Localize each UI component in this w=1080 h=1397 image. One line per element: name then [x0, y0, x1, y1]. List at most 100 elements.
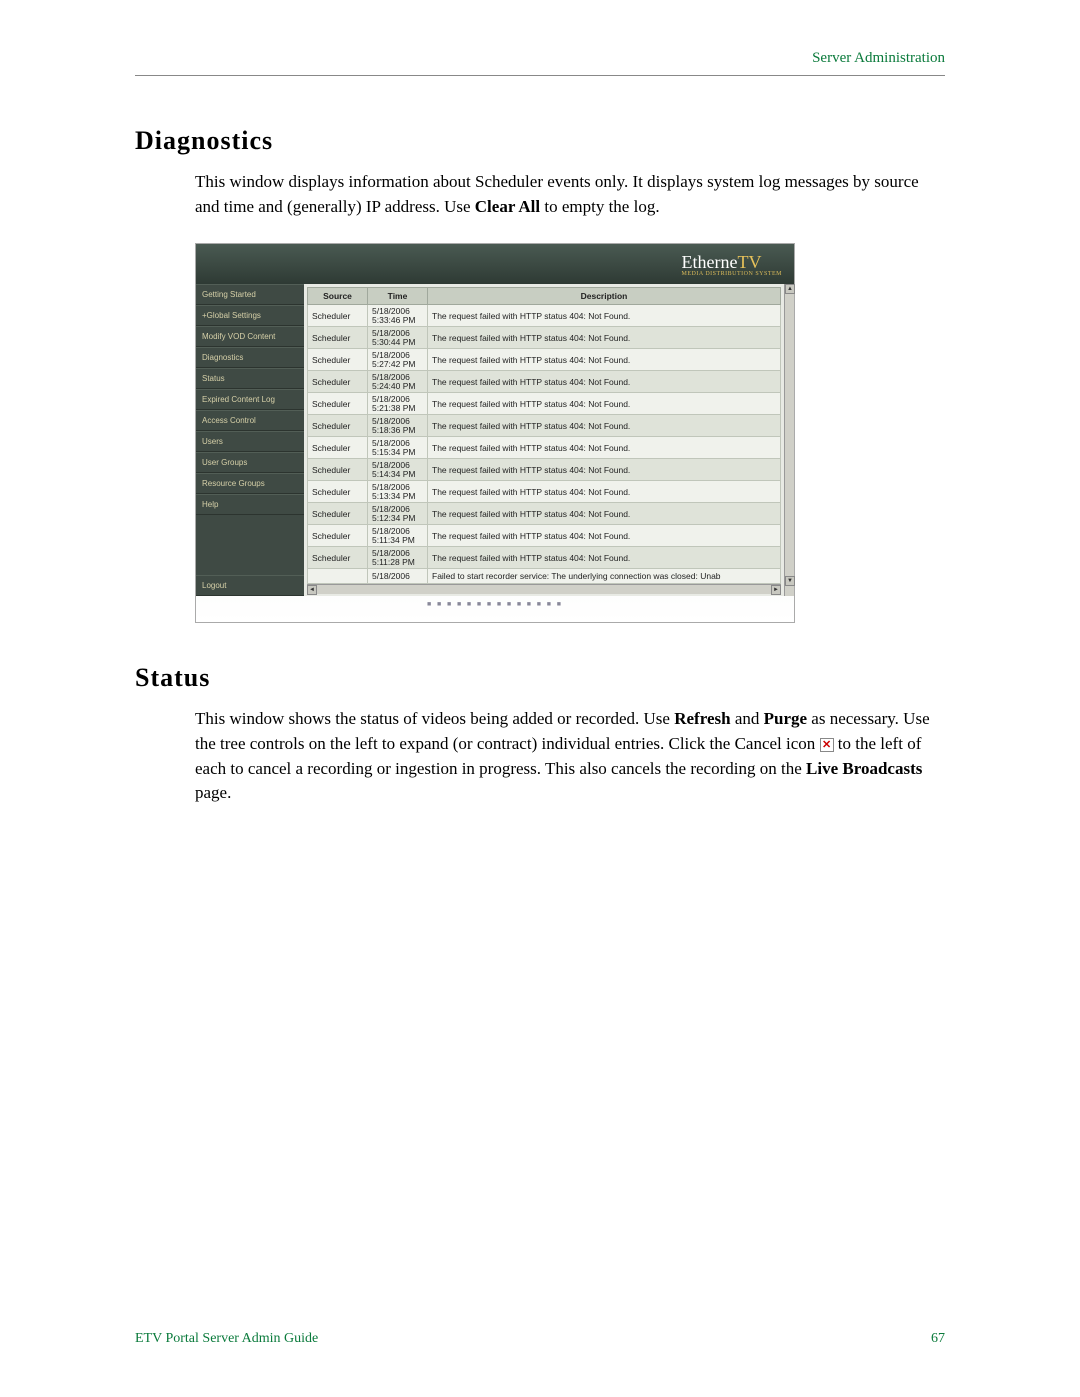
sidebar-item-access-control[interactable]: Access Control [196, 410, 304, 431]
cell-source: Scheduler [308, 525, 368, 547]
refresh-bold: Refresh [674, 709, 730, 728]
cell-source [308, 569, 368, 584]
cell-time: 5/18/20065:30:44 PM [368, 327, 428, 349]
purge-bold: Purge [764, 709, 807, 728]
scroll-left-icon[interactable]: ◄ [307, 585, 317, 595]
cell-source: Scheduler [308, 459, 368, 481]
table-row: Scheduler5/18/20065:27:42 PMThe request … [308, 349, 781, 371]
diagnostics-paragraph: This window displays information about S… [195, 170, 945, 219]
diagnostics-log-table: Source Time Description Scheduler5/18/20… [307, 287, 781, 584]
status-t1: This window shows the status of videos b… [195, 709, 674, 728]
col-header-time: Time [368, 288, 428, 305]
cell-description: The request failed with HTTP status 404:… [428, 503, 781, 525]
cell-time: 5/18/20065:33:46 PM [368, 305, 428, 327]
table-row: Scheduler5/18/20065:12:34 PMThe request … [308, 503, 781, 525]
cell-source: Scheduler [308, 481, 368, 503]
table-row: Scheduler5/18/20065:21:38 PMThe request … [308, 393, 781, 415]
col-header-source: Source [308, 288, 368, 305]
cell-description: The request failed with HTTP status 404:… [428, 371, 781, 393]
cell-time: 5/18/2006 [368, 569, 428, 584]
status-paragraph: This window shows the status of videos b… [195, 707, 945, 806]
cell-description: The request failed with HTTP status 404:… [428, 305, 781, 327]
table-row: Scheduler5/18/20065:11:28 PMThe request … [308, 547, 781, 569]
cell-time: 5/18/20065:13:34 PM [368, 481, 428, 503]
cell-description: The request failed with HTTP status 404:… [428, 525, 781, 547]
sidebar-item-diagnostics[interactable]: Diagnostics [196, 347, 304, 368]
cell-description: The request failed with HTTP status 404:… [428, 327, 781, 349]
cell-source: Scheduler [308, 349, 368, 371]
pagination-dots: ■ ■ ■ ■ ■ ■ ■ ■ ■ ■ ■ ■ ■ ■ [196, 596, 794, 612]
cell-time: 5/18/20065:24:40 PM [368, 371, 428, 393]
table-row: Scheduler5/18/20065:15:34 PMThe request … [308, 437, 781, 459]
cell-time: 5/18/20065:11:34 PM [368, 525, 428, 547]
sidebar-item-logout[interactable]: Logout [196, 575, 304, 596]
vertical-scrollbar[interactable]: ▲ ▼ [784, 284, 794, 596]
horizontal-scrollbar[interactable]: ◄ ► [307, 584, 781, 594]
cell-description: The request failed with HTTP status 404:… [428, 459, 781, 481]
cell-source: Scheduler [308, 415, 368, 437]
section-diagnostics-title: Diagnostics [135, 126, 945, 156]
sidebar-item-modify-vod-content[interactable]: Modify VOD Content [196, 326, 304, 347]
sidebar-item-status[interactable]: Status [196, 368, 304, 389]
cell-source: Scheduler [308, 393, 368, 415]
sidebar-item-users[interactable]: Users [196, 431, 304, 452]
ethernet-logo: EtherneTV [681, 252, 761, 272]
scroll-right-icon[interactable]: ► [771, 585, 781, 595]
cell-time: 5/18/20065:12:34 PM [368, 503, 428, 525]
logo-text-tv: TV [737, 252, 761, 272]
cell-time: 5/18/20065:18:36 PM [368, 415, 428, 437]
sidebar-nav: Getting Started+Global SettingsModify VO… [196, 284, 304, 596]
logo-text-main: Etherne [681, 252, 737, 272]
sidebar-item-help[interactable]: Help [196, 494, 304, 515]
cell-source: Scheduler [308, 503, 368, 525]
table-row: Scheduler5/18/20065:11:34 PMThe request … [308, 525, 781, 547]
cancel-icon: ✕ [820, 738, 834, 752]
cell-source: Scheduler [308, 437, 368, 459]
scroll-up-icon[interactable]: ▲ [785, 284, 795, 294]
cell-source: Scheduler [308, 547, 368, 569]
cell-description: The request failed with HTTP status 404:… [428, 393, 781, 415]
sidebar-item-resource-groups[interactable]: Resource Groups [196, 473, 304, 494]
cell-time: 5/18/20065:14:34 PM [368, 459, 428, 481]
cell-description: The request failed with HTTP status 404:… [428, 481, 781, 503]
diag-text-2: to empty the log. [540, 197, 659, 216]
live-broadcasts-bold: Live Broadcasts [806, 759, 922, 778]
page-footer: ETV Portal Server Admin Guide 67 [135, 1331, 945, 1347]
cell-source: Scheduler [308, 327, 368, 349]
status-t5: page. [195, 783, 231, 802]
diagnostics-screenshot: EtherneTV MEDIA DISTRIBUTION SYSTEM Gett… [195, 243, 795, 623]
table-row: 5/18/2006Failed to start recorder servic… [308, 569, 781, 584]
cell-description: Failed to start recorder service: The un… [428, 569, 781, 584]
cell-time: 5/18/20065:15:34 PM [368, 437, 428, 459]
log-table-area: ▲ ▼ Source Time Description Scheduler5/1… [304, 284, 794, 596]
sidebar-item-getting-started[interactable]: Getting Started [196, 284, 304, 305]
table-row: Scheduler5/18/20065:14:34 PMThe request … [308, 459, 781, 481]
table-row: Scheduler5/18/20065:30:44 PMThe request … [308, 327, 781, 349]
cell-description: The request failed with HTTP status 404:… [428, 437, 781, 459]
cell-source: Scheduler [308, 371, 368, 393]
cell-description: The request failed with HTTP status 404:… [428, 349, 781, 371]
screenshot-header: EtherneTV MEDIA DISTRIBUTION SYSTEM [196, 244, 794, 284]
cell-source: Scheduler [308, 305, 368, 327]
col-header-description: Description [428, 288, 781, 305]
logo-subtitle: MEDIA DISTRIBUTION SYSTEM [681, 271, 782, 277]
footer-right: 67 [931, 1331, 945, 1347]
status-t2: and [731, 709, 764, 728]
table-row: Scheduler5/18/20065:18:36 PMThe request … [308, 415, 781, 437]
cell-description: The request failed with HTTP status 404:… [428, 547, 781, 569]
section-status-title: Status [135, 663, 945, 693]
header-right: Server Administration [135, 50, 945, 76]
cell-time: 5/18/20065:11:28 PM [368, 547, 428, 569]
sidebar-item-expired-content-log[interactable]: Expired Content Log [196, 389, 304, 410]
sidebar-item--global-settings[interactable]: +Global Settings [196, 305, 304, 326]
table-row: Scheduler5/18/20065:33:46 PMThe request … [308, 305, 781, 327]
clear-all-bold: Clear All [475, 197, 540, 216]
cell-description: The request failed with HTTP status 404:… [428, 415, 781, 437]
table-row: Scheduler5/18/20065:24:40 PMThe request … [308, 371, 781, 393]
footer-left: ETV Portal Server Admin Guide [135, 1331, 318, 1347]
cell-time: 5/18/20065:27:42 PM [368, 349, 428, 371]
sidebar-item-user-groups[interactable]: User Groups [196, 452, 304, 473]
table-row: Scheduler5/18/20065:13:34 PMThe request … [308, 481, 781, 503]
cell-time: 5/18/20065:21:38 PM [368, 393, 428, 415]
scroll-down-icon[interactable]: ▼ [785, 576, 795, 586]
